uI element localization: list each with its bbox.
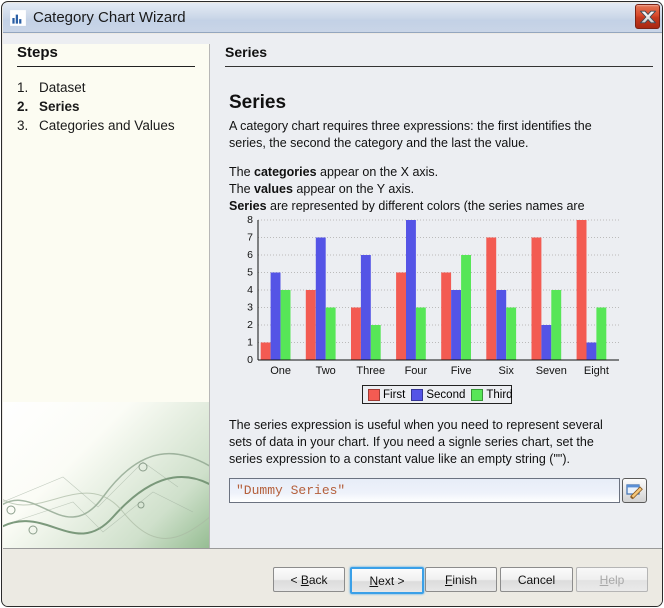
svg-text:Four: Four bbox=[405, 365, 428, 377]
svg-text:3: 3 bbox=[247, 302, 253, 314]
svg-text:2: 2 bbox=[247, 319, 253, 331]
svg-text:Three: Three bbox=[356, 365, 385, 377]
svg-text:0: 0 bbox=[247, 354, 253, 366]
svg-text:6: 6 bbox=[247, 249, 253, 261]
svg-text:7: 7 bbox=[247, 232, 253, 244]
svg-text:Eight: Eight bbox=[584, 365, 609, 377]
svg-text:One: One bbox=[270, 365, 291, 377]
svg-text:Two: Two bbox=[316, 365, 336, 377]
svg-text:5: 5 bbox=[247, 267, 253, 279]
svg-text:4: 4 bbox=[247, 284, 253, 296]
svg-text:Six: Six bbox=[499, 365, 515, 377]
svg-text:Seven: Seven bbox=[536, 365, 567, 377]
svg-text:Five: Five bbox=[451, 365, 472, 377]
svg-text:1: 1 bbox=[247, 337, 253, 349]
svg-text:8: 8 bbox=[247, 214, 253, 226]
